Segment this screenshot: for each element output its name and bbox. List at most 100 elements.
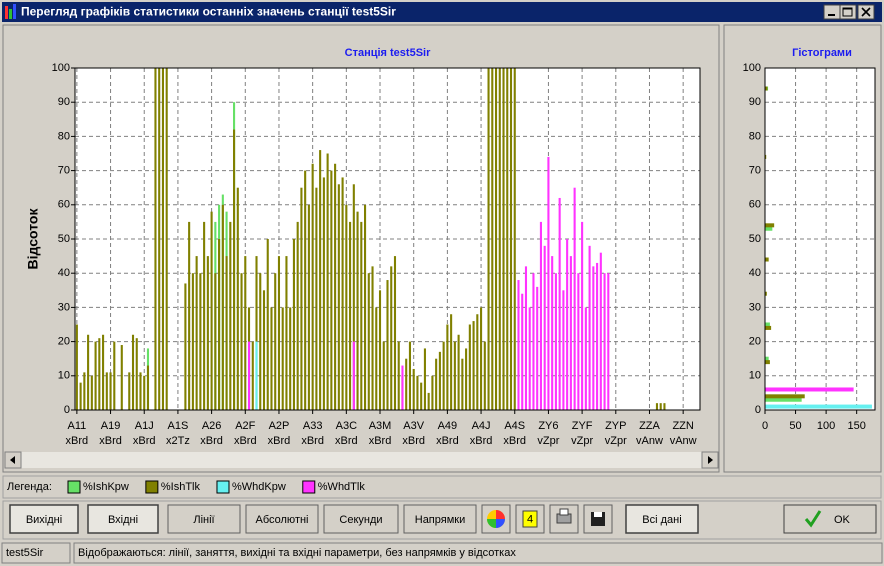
color-button[interactable] bbox=[481, 504, 511, 534]
x-tick-label: 150 bbox=[847, 420, 865, 432]
x-tick-label: A2P xBrd bbox=[268, 420, 291, 447]
print-button[interactable] bbox=[549, 504, 579, 534]
bar bbox=[487, 68, 490, 410]
bar bbox=[539, 221, 542, 410]
histogram-bar bbox=[765, 86, 768, 91]
y-tick-label: 50 bbox=[749, 233, 761, 245]
histogram-bar bbox=[765, 404, 872, 409]
button-label: Вхідні bbox=[108, 514, 138, 526]
y-tick-label: 90 bbox=[749, 96, 761, 108]
histogram-bar bbox=[765, 325, 772, 330]
bar bbox=[352, 184, 355, 410]
bar bbox=[446, 324, 449, 410]
legend-entry: %IshKpw bbox=[83, 481, 129, 493]
bar bbox=[386, 280, 389, 410]
x-tick-label: A33 xBrd bbox=[301, 420, 324, 447]
bar bbox=[236, 187, 239, 410]
bar bbox=[322, 177, 325, 410]
bar bbox=[191, 273, 194, 410]
bar bbox=[195, 256, 198, 410]
bar bbox=[476, 314, 479, 410]
bar bbox=[225, 256, 228, 410]
bar bbox=[427, 392, 430, 410]
histogram-bar bbox=[765, 397, 802, 402]
bar bbox=[442, 341, 445, 410]
bar bbox=[277, 256, 281, 410]
bar bbox=[251, 341, 254, 410]
button[interactable]: Вихідні bbox=[9, 504, 79, 534]
bar bbox=[494, 68, 498, 410]
bar bbox=[214, 273, 217, 410]
ok-button[interactable]: OK bbox=[783, 504, 877, 534]
y-tick-label: 80 bbox=[749, 130, 761, 142]
bar bbox=[307, 204, 310, 410]
y-tick-label: 60 bbox=[749, 199, 761, 211]
bar bbox=[562, 290, 565, 410]
minimize-button[interactable] bbox=[823, 4, 841, 20]
button-label: Вихідні bbox=[26, 514, 62, 526]
bar bbox=[330, 170, 333, 410]
y-tick-label: 100 bbox=[52, 62, 70, 74]
y-tick-label: 90 bbox=[58, 96, 70, 108]
x-tick-label: 50 bbox=[789, 420, 801, 432]
bar bbox=[390, 266, 393, 410]
number-button[interactable]: 4 bbox=[515, 504, 545, 534]
button[interactable]: Напрямки bbox=[403, 504, 477, 534]
bar bbox=[113, 341, 116, 410]
button-label: 4 bbox=[527, 513, 533, 525]
x-tick-label: A19 xBrd bbox=[99, 420, 122, 447]
bar bbox=[334, 163, 337, 410]
bar bbox=[375, 307, 378, 410]
button[interactable]: Абсолютні bbox=[245, 504, 319, 534]
close-button[interactable] bbox=[857, 4, 875, 20]
bar bbox=[378, 290, 382, 410]
button[interactable]: Всі дані bbox=[625, 504, 699, 534]
bar bbox=[292, 239, 295, 410]
maximize-button[interactable] bbox=[839, 4, 857, 20]
bar bbox=[161, 68, 164, 410]
bar bbox=[438, 351, 441, 410]
legend-swatch bbox=[67, 480, 81, 494]
bar bbox=[79, 382, 82, 410]
legend-swatch bbox=[216, 480, 230, 494]
bar bbox=[221, 204, 224, 410]
bar bbox=[184, 283, 187, 410]
button[interactable]: Вхідні bbox=[87, 504, 159, 534]
bar bbox=[337, 184, 340, 410]
bar bbox=[363, 204, 367, 410]
window-title: Перегляд графіків статистики останніх зн… bbox=[21, 5, 396, 19]
y-tick-label: 10 bbox=[58, 370, 70, 382]
histogram-bar bbox=[765, 322, 770, 327]
plot-border bbox=[74, 67, 701, 411]
y-tick-label: 10 bbox=[749, 370, 761, 382]
bar bbox=[532, 273, 535, 410]
legend-swatch bbox=[145, 480, 159, 494]
bar bbox=[491, 68, 494, 410]
bar bbox=[596, 262, 599, 410]
button-label: Лінії bbox=[193, 514, 214, 526]
y-tick-label: 30 bbox=[749, 301, 761, 313]
bar bbox=[581, 221, 584, 410]
histogram-bar bbox=[765, 356, 769, 361]
plot-border bbox=[764, 67, 876, 411]
histogram-bar bbox=[765, 154, 767, 159]
y-tick-label: 80 bbox=[58, 130, 70, 142]
bar bbox=[558, 197, 561, 410]
legend-label: Легенда: bbox=[7, 481, 52, 493]
bar bbox=[528, 307, 531, 410]
button[interactable]: Секунди bbox=[323, 504, 399, 534]
bar bbox=[274, 273, 277, 410]
y-tick-label: 50 bbox=[58, 233, 70, 245]
x-tick-label: A3V xBrd bbox=[402, 420, 425, 447]
bar bbox=[75, 324, 78, 410]
scrollbar[interactable] bbox=[4, 451, 719, 469]
bar bbox=[588, 245, 591, 410]
bar bbox=[435, 358, 438, 410]
save-button[interactable] bbox=[583, 504, 613, 534]
bar bbox=[412, 368, 415, 410]
bar bbox=[146, 365, 150, 410]
bar bbox=[315, 187, 318, 410]
bar bbox=[352, 341, 355, 410]
button[interactable]: Лінії bbox=[167, 504, 241, 534]
